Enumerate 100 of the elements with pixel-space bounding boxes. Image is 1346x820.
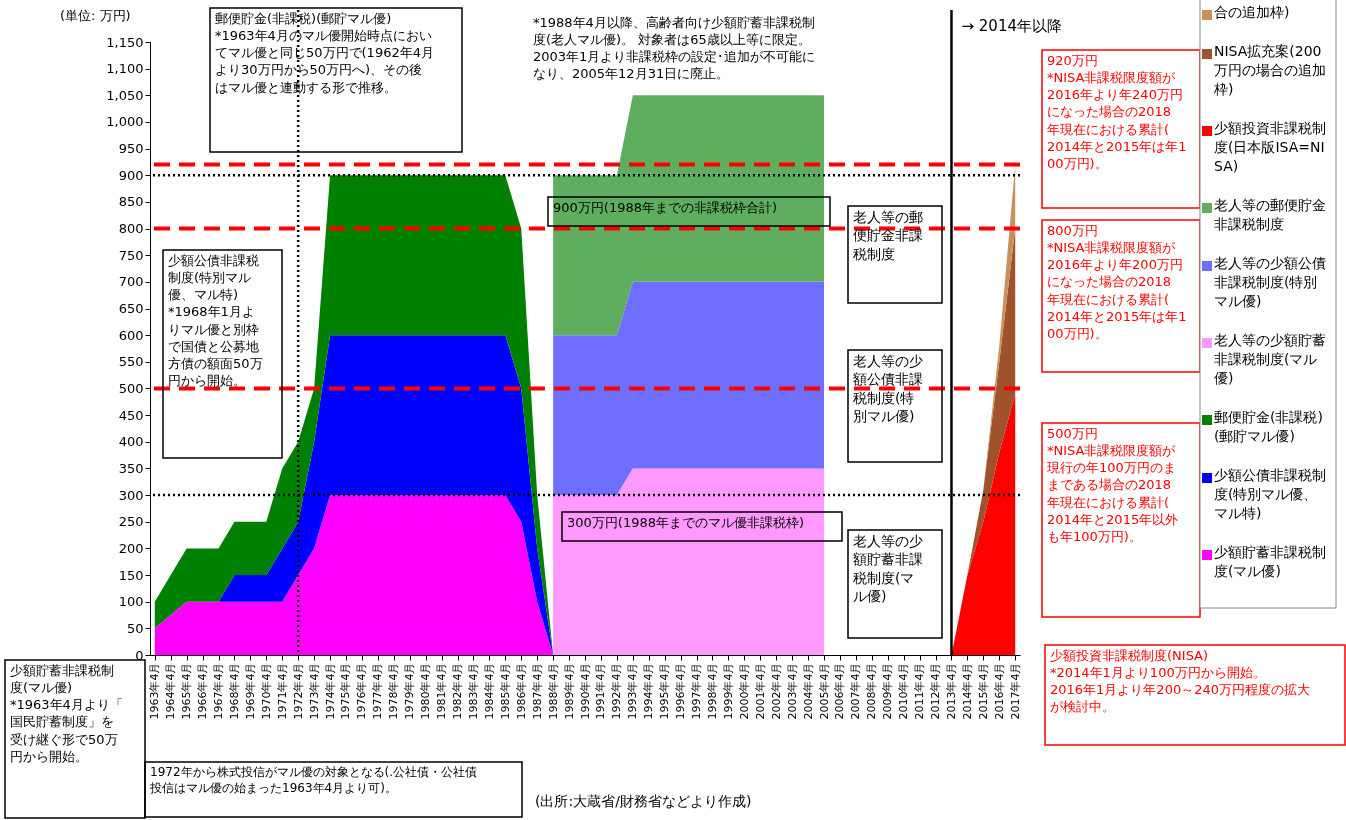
x-tick-label: 2001年4月 <box>753 662 767 720</box>
x-tick-label: 1967年4月 <box>212 662 226 720</box>
x-tick-label: 2010年4月 <box>897 662 911 720</box>
y-tick-label: 800 <box>118 221 144 237</box>
x-tick-label: 1969年4月 <box>243 662 257 720</box>
x-tick-label: 1983年4月 <box>466 662 480 720</box>
y-tick-label: 200 <box>118 540 144 556</box>
x-tick-label: 1972年4月 <box>291 662 305 720</box>
x-tick-label: 1963年4月 <box>148 662 162 720</box>
ref-line-label: → 2014年以降 <box>961 17 1062 35</box>
x-tick-label: 1976年4月 <box>355 662 369 720</box>
x-tick-label: 2002年4月 <box>769 662 783 720</box>
x-tick-label: 2004年4月 <box>801 662 815 720</box>
x-tick-label: 1997年4月 <box>690 662 704 720</box>
y-tick-label: 600 <box>118 327 144 343</box>
text: (出所:大蔵省/財務省などより作成) <box>535 793 752 809</box>
x-tick-label: 2016年4月 <box>992 662 1006 720</box>
text: 800万円 *NISA非課税限度額が2016年より年200万円になった場合の2018年現在における累計(2014年と2015年は年100万円)。 <box>1047 223 1187 341</box>
y-tick-label: 0 <box>135 647 144 663</box>
x-tick-label: 1993年4月 <box>626 662 640 720</box>
y-tick-label: 550 <box>118 354 144 370</box>
x-tick-label: 2003年4月 <box>785 662 799 720</box>
y-tick-label: 950 <box>118 141 144 157</box>
x-tick-label: 1980年4月 <box>419 662 433 720</box>
legend-label: 老人等の郵便貯金非課税制度 <box>1214 197 1326 232</box>
text: 920万円 *NISA非課税限度額が2016年より年240万円になった場合の2018年現在における累計(2014年と2015年は年100万円)。 <box>1047 53 1187 171</box>
annotation: *1988年4月以降、高齢者向け少額貯蓄非課税制度(老人マル優)。 対象者は65歳以上等に限定。2003年1月より非課税枠の設定･追加が不可能になり、2005年12月31日に廃止。 <box>533 15 816 82</box>
x-tick-label: 2006年4月 <box>833 662 847 720</box>
x-tick-label: 1986年4月 <box>514 662 528 720</box>
x-tick-label: 1991年4月 <box>594 662 608 720</box>
y-tick-label: 900 <box>118 167 144 183</box>
x-tick-label: 1984年4月 <box>482 662 496 720</box>
annotation: 老人等の少額貯蓄非課税制度(マル優) <box>853 533 923 605</box>
y-tick-label: 850 <box>118 194 144 210</box>
x-tick-label: 1974年4月 <box>323 662 337 720</box>
y-tick-label: 1,150 <box>106 34 144 50</box>
x-tick-label: 2014年4月 <box>960 662 974 720</box>
x-tick-label: 1988年4月 <box>546 662 560 720</box>
x-tick-label: 1990年4月 <box>578 662 592 720</box>
y-tick-label: 700 <box>118 274 144 290</box>
x-tick-label: 1973年4月 <box>307 662 321 720</box>
x-tick-label: 1979年4月 <box>403 662 417 720</box>
legend-label: 少額公債非課税制度(特別マル優、マル特) <box>1214 467 1326 521</box>
y-tick-label: 1,100 <box>106 61 144 77</box>
y-tick-label: 150 <box>118 567 144 583</box>
y-tick-label: 750 <box>118 247 144 263</box>
legend-label: 少額投資非課税制度(日本版ISA=NISA) <box>1214 120 1326 174</box>
y-tick-label: 1,050 <box>106 87 144 103</box>
legend-label: 合の追加枠) <box>1214 4 1290 20</box>
x-tick-label: 1968年4月 <box>227 662 241 720</box>
x-tick-label: 1999年4月 <box>721 662 735 720</box>
text: 1972年から株式投信がマル優の対象となる(.公社債・公社債投信はマル優の始まった1963年4月より可)。 <box>149 765 478 795</box>
x-tick-label: 1987年4月 <box>530 662 544 720</box>
x-tick-label: 1998年4月 <box>705 662 719 720</box>
x-tick-label: 2008年4月 <box>865 662 879 720</box>
y-tick-label: 50 <box>126 620 144 636</box>
x-tick-label: 1966年4月 <box>196 662 210 720</box>
annotation: 300万円(1988年までのマル優非課税枠) <box>567 515 805 530</box>
legend-label: 郵便貯金(非課税)(郵貯マル優) <box>1214 409 1323 444</box>
x-tick-label: 2012年4月 <box>929 662 943 720</box>
annotation: 900万円(1988年までの非課税枠合計) <box>553 200 778 215</box>
y-tick-label: 450 <box>118 407 144 423</box>
x-tick-label: 1964年4月 <box>164 662 178 720</box>
annotation: 老人等の少額公債非課税制度(特別マル優) <box>853 353 923 425</box>
x-tick-label: 2000年4月 <box>737 662 751 720</box>
x-tick-label: 2005年4月 <box>817 662 831 720</box>
x-tick-label: 1981年4月 <box>435 662 449 720</box>
x-tick-label: 1982年4月 <box>451 662 465 720</box>
x-tick-label: 2017年4月 <box>1008 662 1022 720</box>
y-tick-label: 250 <box>118 514 144 530</box>
legend-label: 少額貯蓄非課税制度(マル優) <box>1214 544 1326 579</box>
y-tick-label: 1,000 <box>106 114 144 130</box>
x-tick-label: 1978年4月 <box>387 662 401 720</box>
x-tick-label: 1989年4月 <box>562 662 576 720</box>
x-tick-label: 2015年4月 <box>976 662 990 720</box>
x-tick-label: 1975年4月 <box>339 662 353 720</box>
legend-label: NISA拡充案(200万円の場合の追加枠) <box>1213 43 1326 97</box>
x-tick-label: 2013年4月 <box>944 662 958 720</box>
annotation: 老人等の郵便貯金非課税制度 <box>853 209 923 262</box>
x-tick-label: 1971年4月 <box>275 662 289 720</box>
y-tick-label: 350 <box>118 460 144 476</box>
x-tick-label: 1994年4月 <box>642 662 656 720</box>
x-tick-label: 1985年4月 <box>498 662 512 720</box>
y-tick-label: 300 <box>118 487 144 503</box>
x-tick-label: 1970年4月 <box>259 662 273 720</box>
legend-label: 老人等の少額公債非課税制度(特別マル優) <box>1214 255 1326 309</box>
y-axis-title: (単位: 万円) <box>60 8 131 23</box>
text: 少額投資非課税制度(NISA) *2014年1月より100万円から開始。 2016年1月より年200～240万円程度の拡大が検討中。 <box>1050 648 1310 715</box>
x-tick-label: 1965年4月 <box>180 662 194 720</box>
x-tick-label: 2007年4月 <box>849 662 863 720</box>
x-tick-label: 1992年4月 <box>610 662 624 720</box>
legend-label: 老人等の少額貯蓄非課税制度(マル優) <box>1214 332 1326 386</box>
y-tick-label: 650 <box>118 301 144 317</box>
text: 少額貯蓄非課税制度(マル優) *1963年4月より「国民貯蓄制度」を受け継ぐ形で50万円から開始。 <box>10 663 123 764</box>
x-tick-label: 2011年4月 <box>913 662 927 720</box>
annotation: 少額公債非課税制度(特別マル優、マル特) *1968年1月よりマル優と別枠で国債と公募地方債の額面50万円から開始。 <box>168 253 263 389</box>
x-tick-label: 1977年4月 <box>371 662 385 720</box>
x-tick-label: 2009年4月 <box>881 662 895 720</box>
text: 500万円 *NISA非課税限度額が現行の年100万円のままである場合の2018年現在における累計(2014年と2015年以外も年100万円)。 <box>1047 426 1179 544</box>
y-tick-label: 100 <box>118 594 144 610</box>
